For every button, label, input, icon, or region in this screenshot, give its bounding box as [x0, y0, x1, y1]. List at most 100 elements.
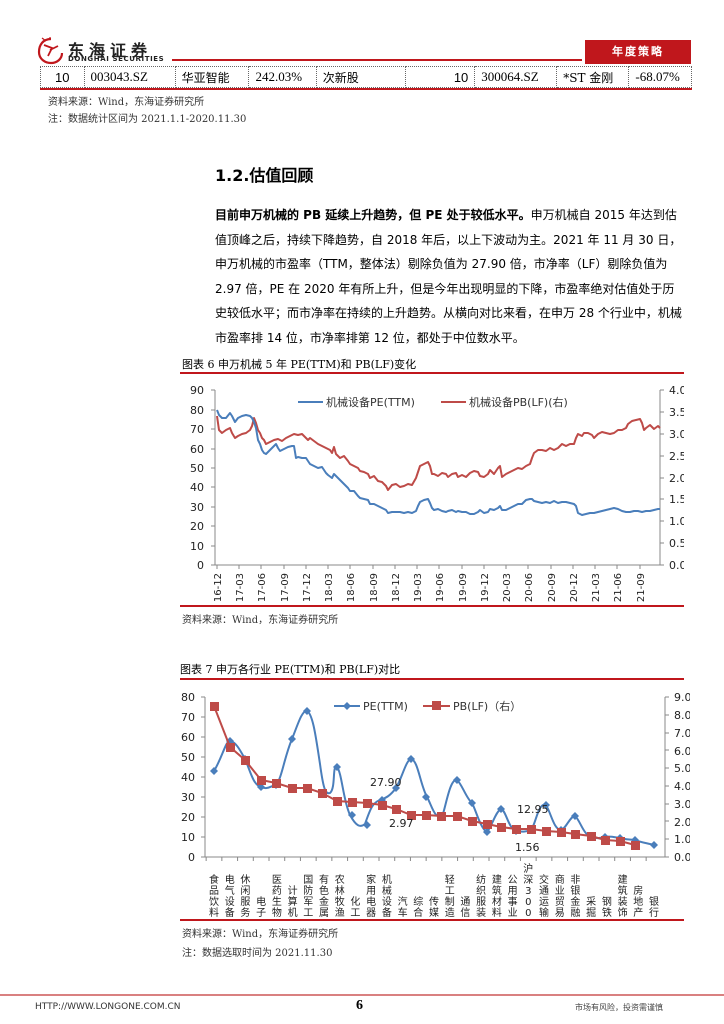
- data-labels: 27.90 2.97 12.95 1.56: [370, 776, 549, 854]
- x-category-label: 休闲服务: [240, 874, 250, 919]
- pe-line: [216, 409, 660, 516]
- table-source: 资料来源：Wind，东海证券研究所: [48, 97, 205, 108]
- name-cell: 华亚智能: [174, 66, 250, 88]
- svg-text:2.5: 2.5: [669, 450, 684, 463]
- x-category-label: 机械设备: [382, 873, 392, 919]
- change-cell: -68.07%: [628, 66, 692, 88]
- svg-text:2.0: 2.0: [669, 472, 684, 485]
- section-title: 1.2.估值回顾: [215, 166, 314, 185]
- svg-text:21-06: 21-06: [613, 573, 624, 602]
- logo-chinese-name: 东海证券: [68, 41, 153, 60]
- right-axis: 0.0 1.0 2.0 3.0 4.0 5.0 6.0 7.0 8.0 9.0: [664, 691, 690, 864]
- x-category-label: 钢铁: [602, 895, 612, 919]
- figure7-note: 注：数据选取时间为 2021.11.30: [182, 948, 333, 959]
- paragraph-body: 申万机械自 2015 年达到估值顶峰之后，持续下降趋势，自 2018 年后，以上…: [215, 208, 682, 345]
- x-category-label: 银行: [649, 895, 659, 919]
- donghai-logo-icon: [37, 37, 64, 65]
- svg-text:8.0: 8.0: [674, 709, 690, 722]
- svg-text:1.5: 1.5: [669, 493, 684, 506]
- svg-text:17-03: 17-03: [235, 573, 246, 602]
- svg-text:18-03: 18-03: [324, 573, 335, 602]
- svg-text:80: 80: [190, 404, 204, 417]
- pb-line: [216, 415, 661, 491]
- legend-pe: PE(TTM): [363, 700, 408, 713]
- svg-text:20: 20: [181, 811, 195, 824]
- figure6-bottom-rule: [180, 605, 684, 607]
- x-category-label: 综合: [413, 895, 423, 919]
- svg-text:3.0: 3.0: [669, 428, 684, 441]
- ranking-table: 10 003043.SZ 华亚智能 242.03% 次新股 10 300064.…: [40, 66, 692, 88]
- legend-pb: PB(LF)（右）: [453, 699, 521, 713]
- risk-disclaimer: 市场有风险，投资需谨慎: [575, 1003, 663, 1012]
- svg-text:20-12: 20-12: [569, 573, 580, 602]
- x-category-label: 化工: [350, 895, 360, 919]
- svg-text:10: 10: [190, 540, 204, 553]
- pe-label-hs300: 12.95: [517, 803, 549, 816]
- pb-line: [213, 705, 636, 846]
- svg-text:3.5: 3.5: [669, 406, 684, 419]
- reason-cell: 次新股: [315, 66, 407, 88]
- x-category-label: 电气设备: [225, 873, 235, 919]
- svg-text:19-03: 19-03: [413, 573, 424, 602]
- svg-text:4.0: 4.0: [674, 780, 690, 793]
- x-axis: 16-12 17-03 17-06 17-09 17-12 18-03 18-0…: [213, 564, 660, 602]
- legend-pb: 机械设备PB(LF)(右): [469, 395, 568, 409]
- pb-label-machinery: 2.97: [389, 817, 414, 830]
- table-note: 注：数据统计区间为 2021.1.1-2020.11.30: [48, 114, 247, 125]
- figure7-bottom-rule: [180, 919, 684, 921]
- pe-label-machinery: 27.90: [370, 776, 402, 789]
- svg-text:0.0: 0.0: [669, 559, 684, 572]
- figure7-legend: PE(TTM) PB(LF)（右）: [334, 699, 521, 713]
- footer-divider: [0, 994, 724, 996]
- section-paragraph: 目前申万机械的 PB 延续上升趋势，但 PE 处于较低水平。申万机械自 2015…: [215, 203, 685, 350]
- svg-text:7.0: 7.0: [674, 727, 690, 740]
- svg-text:30: 30: [190, 501, 204, 514]
- svg-text:9.0: 9.0: [674, 691, 690, 704]
- figure6-title: 图表 6 申万机械 5 年 PE(TTM)和 PB(LF)变化: [182, 358, 417, 371]
- figure6-source: 资料来源：Wind，东海证券研究所: [182, 615, 339, 626]
- svg-text:21-03: 21-03: [591, 573, 602, 602]
- x-category-label: 轻工制造: [445, 873, 455, 919]
- svg-text:18-09: 18-09: [369, 573, 380, 602]
- figure6-legend: 机械设备PE(TTM) 机械设备PB(LF)(右): [298, 395, 568, 409]
- svg-text:90: 90: [190, 384, 204, 397]
- svg-text:1.0: 1.0: [669, 515, 684, 528]
- figure6-chart: 0 10 20 30 40 50 60 70 80 90 0.0 0.5 1.0…: [190, 384, 684, 602]
- svg-text:2.0: 2.0: [674, 816, 690, 829]
- svg-text:6.0: 6.0: [674, 745, 690, 758]
- figure7-source: 资料来源：Wind，东海证券研究所: [182, 929, 339, 940]
- x-category-label: 传媒: [429, 896, 439, 919]
- rank-cell: 10: [405, 66, 476, 88]
- figure6-top-rule: [180, 372, 684, 374]
- svg-text:18-06: 18-06: [346, 573, 357, 602]
- x-category-label: 交通运输: [539, 873, 549, 919]
- name-cell: *ST 金刚: [556, 66, 630, 88]
- header-divider: [172, 59, 582, 61]
- x-category-label: 公用事业: [508, 875, 518, 919]
- x-category-label: 沪深 3 0 0: [523, 862, 533, 919]
- svg-text:40: 40: [190, 481, 204, 494]
- x-category-label: 有色金属: [319, 873, 329, 919]
- x-category-label: 汽车: [398, 895, 408, 919]
- svg-text:1.0: 1.0: [674, 833, 690, 846]
- svg-text:50: 50: [190, 462, 204, 475]
- x-category-label: 采掘: [586, 896, 596, 919]
- x-category-label: 农林牧渔: [335, 873, 345, 919]
- report-type-badge: 年度策略: [585, 40, 691, 64]
- svg-text:50: 50: [181, 751, 195, 764]
- rank-cell: 10: [40, 66, 85, 88]
- svg-text:21-09: 21-09: [636, 573, 647, 602]
- svg-text:4.0: 4.0: [669, 384, 684, 397]
- svg-text:70: 70: [181, 711, 195, 724]
- legend-pe: 机械设备PE(TTM): [326, 395, 415, 409]
- footer-url-link[interactable]: HTTP://WWW.LONGONE.COM.CN: [35, 1002, 181, 1012]
- change-cell: 242.03%: [248, 66, 317, 88]
- svg-text:17-12: 17-12: [302, 573, 313, 602]
- left-axis: 0 10 20 30 40 50 60 70 80 90: [190, 384, 216, 572]
- table-row: 10 003043.SZ 华亚智能 242.03% 次新股 10 300064.…: [40, 66, 692, 88]
- pb-markers: [210, 702, 640, 850]
- pe-curve: [213, 710, 655, 846]
- svg-text:5.0: 5.0: [674, 762, 690, 775]
- svg-text:0: 0: [197, 559, 204, 572]
- svg-text:18-12: 18-12: [391, 573, 402, 602]
